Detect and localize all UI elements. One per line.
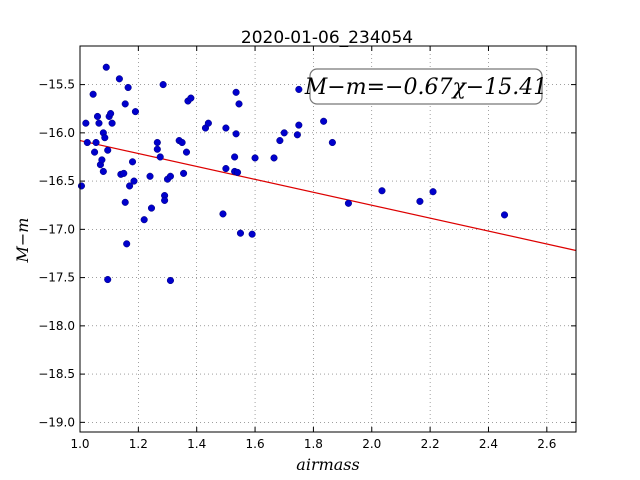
equation-box <box>309 68 543 105</box>
data-point <box>378 187 386 195</box>
data-point <box>293 131 301 139</box>
data-point <box>115 75 123 83</box>
data-point <box>295 121 303 129</box>
data-point <box>159 81 167 89</box>
y-tick-label: −18.5 <box>38 367 75 381</box>
x-tick-label: 1.6 <box>246 437 265 451</box>
data-point <box>128 158 137 166</box>
data-point <box>219 210 227 218</box>
x-tick-label: 2.2 <box>421 437 440 451</box>
y-tick-label: −19.0 <box>38 415 75 429</box>
y-tick-label: −17.5 <box>38 271 75 285</box>
y-tick-label: −18.0 <box>38 319 75 333</box>
data-point <box>251 154 259 162</box>
data-point <box>166 172 174 180</box>
data-point <box>344 199 352 207</box>
data-point <box>153 145 161 153</box>
plot-frame <box>79 45 577 433</box>
equation-annotation: M−m=−0.67χ−15.41 <box>304 68 547 105</box>
data-point <box>232 88 240 96</box>
data-point <box>248 230 256 238</box>
y-axis-label: M−m <box>13 218 32 264</box>
x-tick-label: 2.6 <box>537 437 556 451</box>
data-point <box>104 146 112 154</box>
data-point <box>104 275 112 284</box>
x-axis-ticks: 1.0 1.2 1.4 1.6 1.8 2.0 2.2 2.4 2.6 <box>70 46 556 451</box>
data-points <box>77 63 509 285</box>
data-point <box>82 119 90 127</box>
data-point <box>107 110 115 118</box>
data-point <box>222 124 230 132</box>
x-axis-label: airmass <box>296 455 359 474</box>
data-point <box>102 63 110 71</box>
data-point <box>295 85 303 93</box>
data-point <box>416 197 424 205</box>
data-point <box>182 148 191 156</box>
data-point <box>108 119 116 127</box>
data-point <box>92 138 100 147</box>
y-tick-label: −16.5 <box>38 174 75 188</box>
chart-title: 2020-01-06_234054 <box>241 28 413 48</box>
data-point <box>101 134 109 142</box>
data-point <box>178 138 186 147</box>
x-tick-label: 2.4 <box>479 437 498 451</box>
data-point <box>429 188 437 196</box>
data-point <box>222 165 230 173</box>
equation-text: M−m=−0.67χ−15.41 <box>304 75 547 100</box>
data-point <box>232 130 240 138</box>
data-point <box>236 229 245 237</box>
fit-line-group <box>79 139 577 252</box>
x-tick-label: 1.2 <box>129 437 148 451</box>
data-point <box>83 138 91 147</box>
data-point <box>147 204 156 212</box>
data-point <box>187 94 195 102</box>
data-point <box>180 169 188 177</box>
data-point <box>153 138 161 147</box>
data-point <box>77 182 86 190</box>
data-point <box>140 216 148 224</box>
data-point <box>161 196 169 204</box>
y-axis-ticks: −15.5 −16.0 −16.5 −17.0 −17.5 −18.0 −18.5 −19.0 <box>38 78 576 429</box>
data-point <box>130 177 138 185</box>
data-point <box>166 276 174 285</box>
data-point <box>98 156 106 164</box>
x-tick-label: 1.4 <box>187 437 206 451</box>
data-point <box>280 129 288 137</box>
data-point <box>124 83 132 92</box>
x-tick-label: 2.0 <box>362 437 381 451</box>
fit-line <box>79 139 577 252</box>
data-point <box>231 153 239 161</box>
y-tick-label: −15.5 <box>38 78 75 92</box>
data-point <box>121 100 129 108</box>
data-point <box>234 168 242 176</box>
data-point <box>500 211 509 219</box>
data-point <box>91 148 99 156</box>
data-point <box>99 167 107 175</box>
data-point <box>89 90 97 98</box>
data-point <box>120 169 128 177</box>
y-tick-label: −16.0 <box>38 126 75 140</box>
data-point <box>328 138 336 147</box>
data-point <box>121 198 129 206</box>
data-point <box>204 119 212 127</box>
data-point <box>123 240 131 248</box>
data-point <box>235 100 243 108</box>
data-point <box>93 112 102 120</box>
data-point <box>276 137 284 145</box>
y-tick-label: −17.0 <box>38 222 75 236</box>
data-point <box>131 108 139 116</box>
data-point <box>126 182 134 190</box>
data-point <box>270 154 278 162</box>
data-point <box>95 119 103 127</box>
x-tick-label: 1.8 <box>304 437 323 451</box>
x-tick-label: 1.0 <box>70 437 89 451</box>
data-point <box>146 172 154 180</box>
data-point <box>156 153 164 161</box>
data-point <box>320 117 328 125</box>
